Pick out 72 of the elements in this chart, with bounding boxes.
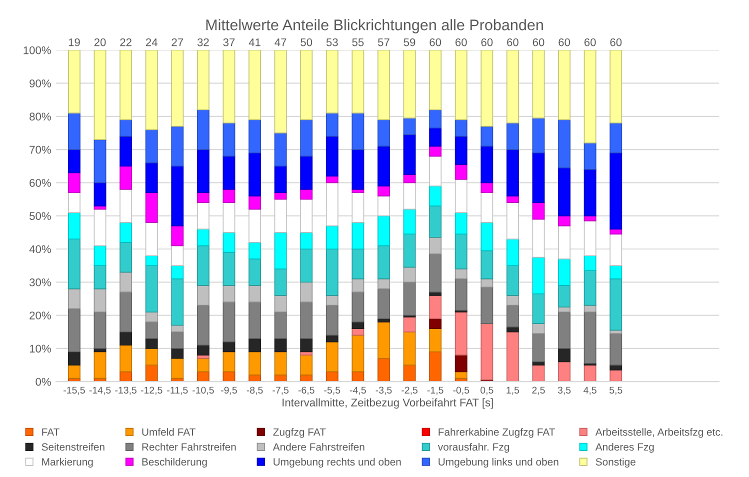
y-tick-label: 10% xyxy=(30,344,51,353)
x-tick-label: -10,5 xyxy=(192,386,214,395)
legend-label: Umfeld FAT xyxy=(142,428,196,436)
y-tick-label: 90% xyxy=(30,80,51,88)
x-tick-label: 0,5 xyxy=(480,386,494,395)
x-tick-label: -7,5 xyxy=(272,386,289,395)
y-tick-label: 50% xyxy=(30,212,51,220)
x-tick-label: -5,5 xyxy=(324,386,340,395)
annotation: 60 xyxy=(456,38,467,46)
x-tick-label: -3,5 xyxy=(376,386,392,395)
annotation: 60 xyxy=(558,38,570,46)
legend-label: Umgebung links und oben xyxy=(438,458,558,468)
annotation: 37 xyxy=(223,38,235,46)
x-tick-label: -14,5 xyxy=(89,386,111,395)
legend-label: Seitenstreifen xyxy=(42,442,104,451)
legend-label: Sonstige xyxy=(596,458,636,468)
legend-label: Anderes Fzg xyxy=(595,442,654,453)
legend-label: Andere Fahrstreifen xyxy=(272,442,364,451)
x-tick-label: -11,5 xyxy=(167,386,188,395)
x-tick-label: 4,5 xyxy=(584,386,596,395)
legend-label: Zugfzg FAT xyxy=(273,428,326,438)
annotation: 55 xyxy=(352,38,364,46)
y-tick-label: 80% xyxy=(30,112,51,121)
x-tick-label: -1,5 xyxy=(427,386,444,395)
annotation: 20 xyxy=(94,38,106,46)
annotation: 59 xyxy=(404,38,416,46)
x-tick-label: -13,5 xyxy=(115,386,136,395)
annotation: 60 xyxy=(481,38,493,46)
annotation: 53 xyxy=(326,38,338,46)
legend-label: Rechter Fahrstreifen xyxy=(142,442,236,451)
annotation: 60 xyxy=(610,38,622,46)
x-tick-label: 2,5 xyxy=(532,386,545,395)
x-tick-label: 3,5 xyxy=(558,386,571,395)
x-tick-label: -15,5 xyxy=(64,386,85,395)
x-tick-label: -9,5 xyxy=(221,386,237,395)
annotation: 50 xyxy=(300,38,312,46)
chart-title: Mittelwerte Anteile Blickrichtungen alle Probanden xyxy=(206,19,543,34)
annotation: 24 xyxy=(146,38,158,46)
y-tick-label: 20% xyxy=(30,312,51,320)
annotation: 41 xyxy=(248,38,260,46)
annotation: 22 xyxy=(120,38,132,46)
y-tick-label: 40% xyxy=(29,245,51,254)
annotation: 60 xyxy=(532,38,544,46)
x-tick-label: -2,5 xyxy=(402,386,418,395)
x-tick-label: -8,5 xyxy=(246,386,263,395)
annotation: 27 xyxy=(172,38,184,46)
annotation: 47 xyxy=(274,38,286,46)
legend-label: Markierung xyxy=(42,458,93,468)
legend-label: Arbeitsstelle, Arbeitsfzg etc. xyxy=(595,428,722,438)
x-tick-label: -4,5 xyxy=(350,386,366,395)
annotation: 19 xyxy=(68,38,80,46)
legend-label: Umgebung rechts und oben xyxy=(274,458,401,468)
x-tick-label: -0,5 xyxy=(453,386,470,395)
annotation: 60 xyxy=(584,38,596,46)
y-tick-label: 60% xyxy=(30,178,51,187)
annotation: 60 xyxy=(507,38,518,46)
x-axis-title: Intervallmitte, Zeitbezug Vorbeifahrt FAT [s] xyxy=(282,398,493,409)
x-tick-label: 5,5 xyxy=(610,386,622,395)
x-tick-label: -12,5 xyxy=(140,386,162,395)
y-tick-label: 100% xyxy=(24,46,51,54)
x-tick-label: 1,5 xyxy=(506,386,520,395)
annotation: 60 xyxy=(430,38,442,46)
legend-label: vorausfahr. Fzg xyxy=(438,442,509,453)
legend-label: Fahrerkabine Zugfzg FAT xyxy=(438,428,555,438)
annotation: 32 xyxy=(197,38,209,46)
legend-label: FAT xyxy=(42,428,60,436)
legend-label: Beschilderung xyxy=(142,458,207,468)
annotation: 57 xyxy=(378,38,390,46)
y-tick-label: 0% xyxy=(36,378,51,386)
y-tick-label: 70% xyxy=(30,146,51,154)
x-tick-label: -6,5 xyxy=(298,386,314,395)
y-tick-label: 30% xyxy=(30,278,51,286)
